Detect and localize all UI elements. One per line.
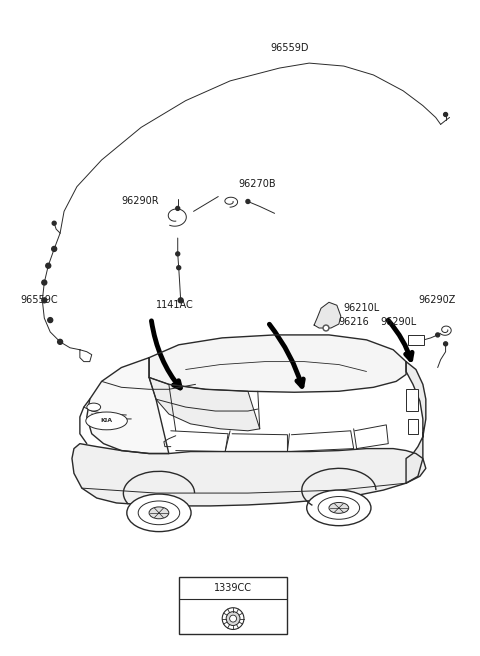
Ellipse shape — [87, 403, 101, 411]
Circle shape — [46, 263, 51, 268]
Text: 96210L: 96210L — [344, 303, 380, 313]
Circle shape — [324, 327, 327, 329]
Polygon shape — [149, 377, 260, 431]
Circle shape — [436, 333, 440, 337]
Ellipse shape — [318, 497, 360, 520]
Text: 96216: 96216 — [339, 317, 370, 327]
FancyBboxPatch shape — [408, 419, 418, 434]
Polygon shape — [314, 302, 341, 328]
Polygon shape — [149, 335, 406, 392]
Circle shape — [58, 339, 62, 344]
Circle shape — [42, 298, 47, 303]
Ellipse shape — [329, 502, 349, 514]
Text: 1141AC: 1141AC — [156, 300, 194, 310]
Circle shape — [176, 207, 180, 211]
Ellipse shape — [138, 501, 180, 525]
Ellipse shape — [149, 507, 169, 519]
Ellipse shape — [307, 490, 371, 525]
Circle shape — [323, 325, 329, 331]
FancyBboxPatch shape — [408, 335, 424, 345]
Circle shape — [177, 266, 180, 270]
Text: KIA: KIA — [100, 419, 113, 423]
Polygon shape — [406, 361, 426, 483]
Circle shape — [52, 247, 57, 251]
Circle shape — [52, 221, 56, 225]
Circle shape — [42, 280, 47, 285]
Text: 96559C: 96559C — [21, 295, 58, 305]
FancyBboxPatch shape — [406, 389, 418, 411]
FancyBboxPatch shape — [179, 577, 288, 634]
Text: 96290Z: 96290Z — [418, 295, 456, 305]
Circle shape — [246, 199, 250, 203]
Circle shape — [444, 113, 447, 117]
Ellipse shape — [127, 494, 191, 531]
Circle shape — [48, 318, 53, 323]
Polygon shape — [87, 358, 169, 453]
Text: 96270B: 96270B — [238, 178, 276, 189]
Text: 96290R: 96290R — [121, 197, 159, 207]
Circle shape — [222, 607, 244, 630]
Circle shape — [229, 615, 237, 622]
Circle shape — [176, 252, 180, 256]
Text: 96290L: 96290L — [380, 317, 417, 327]
Text: 96559D: 96559D — [270, 43, 309, 53]
Ellipse shape — [86, 412, 127, 430]
Circle shape — [226, 611, 240, 626]
Circle shape — [444, 342, 447, 346]
Circle shape — [178, 298, 183, 303]
Polygon shape — [72, 443, 426, 506]
Text: 1339CC: 1339CC — [214, 583, 252, 593]
